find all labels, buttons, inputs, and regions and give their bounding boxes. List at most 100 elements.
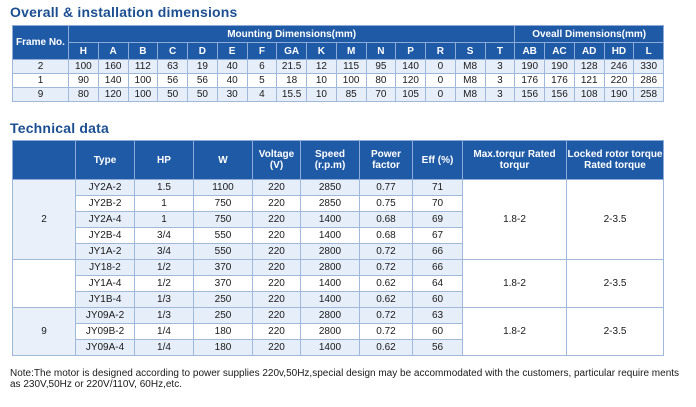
technical-cell: 0.62 [359, 339, 413, 356]
technical-cell: 63 [412, 307, 463, 324]
dimension-cell: 100 [127, 73, 159, 88]
locked-rotor-torque-header: Locked rotor torque Rated torque [566, 140, 664, 180]
technical-row: JY1A-2 3/4 550 220 2800 0.72 66 [13, 243, 664, 260]
dimension-row: 9 80 120 100 50 50 30 4 15.5 10 85 70 105 0 M8 3 156 156 1… [12, 87, 665, 102]
dimensions-section-title: Overall & installation dimensions [10, 4, 238, 20]
dimension-cell: M8 [454, 73, 486, 88]
dimension-cell: 0 [425, 87, 456, 102]
dimension-cell: 176 [544, 73, 575, 88]
technical-cell: 3/4 [134, 243, 194, 260]
technical-cell: 66 [412, 243, 463, 260]
eff-header: Eff (%) [412, 140, 463, 180]
max-torque-cell: 1.8-2 [462, 307, 567, 356]
technical-cell: 1400 [300, 275, 360, 292]
technical-cell: 1400 [300, 211, 360, 228]
dimension-cell: 15.5 [276, 87, 307, 102]
dimension-cell: 0 [425, 59, 456, 74]
technical-cell: 0.62 [359, 275, 413, 292]
dimension-cell: 70 [365, 87, 397, 102]
technical-cell: 60 [412, 323, 463, 340]
dimension-cell: 56 [157, 73, 188, 88]
dimension-cell: 30 [216, 87, 248, 102]
dimension-cell: 10 [306, 87, 337, 102]
dimension-cell: M8 [454, 59, 486, 74]
locked-rotor-torque-cell: 2-3.5 [566, 307, 664, 356]
frame-no-cell: 2 [12, 59, 69, 74]
dimension-column-header: B [127, 42, 159, 60]
technical-cell: 0.72 [359, 259, 413, 276]
w-header: W [193, 140, 253, 180]
technical-cell: 220 [252, 211, 301, 228]
dimension-cell: 112 [127, 59, 159, 74]
technical-cell: 1 [134, 211, 194, 228]
frame-group-cell [12, 259, 76, 308]
technical-cell: 0.72 [359, 243, 413, 260]
dimension-cell: 121 [573, 73, 605, 88]
technical-cell: 180 [193, 323, 253, 340]
locked-rotor-torque-cell: 2-3.5 [566, 179, 664, 260]
dimension-column-header: H [68, 42, 99, 60]
technical-cell: 220 [252, 227, 301, 244]
type-cell: JY1A-2 [75, 243, 135, 260]
dimension-column-header: L [633, 42, 665, 60]
dimension-cell: 176 [514, 73, 546, 88]
dimension-cell: 12 [306, 59, 337, 74]
technical-cell: 0.75 [359, 195, 413, 212]
technical-row: JY1A-4 1/2 370 220 1400 0.62 64 [13, 275, 664, 292]
technical-cell: 0.77 [359, 179, 413, 196]
technical-cell: 1400 [300, 227, 360, 244]
technical-cell: 750 [193, 211, 253, 228]
dimension-cell: M8 [454, 87, 486, 102]
dimension-cell: 50 [187, 87, 218, 102]
technical-cell: 370 [193, 275, 253, 292]
dimension-cell: 156 [514, 87, 546, 102]
technical-cell: 1400 [300, 339, 360, 356]
frame-no-header: Frame No. [12, 25, 69, 60]
type-cell: JY2A-2 [75, 179, 135, 196]
dimension-cell: 100 [335, 73, 367, 88]
dimension-cell: 100 [127, 87, 159, 102]
technical-cell: 250 [193, 307, 253, 324]
dimension-cell: 115 [335, 59, 367, 74]
dimension-cell: 56 [187, 73, 218, 88]
technical-cell: 64 [412, 275, 463, 292]
dimension-column-header: F [246, 42, 278, 60]
technical-cell: 220 [252, 243, 301, 260]
type-header: Type [75, 140, 135, 180]
dimension-cell: 100 [68, 59, 99, 74]
technical-row: 9 JY09A-2 1/3 250 220 2800 0.72 63 1.8-2 2-3.5 [12, 307, 664, 356]
type-cell: JY1B-4 [75, 291, 135, 308]
dimension-cell: 120 [97, 87, 129, 102]
dimension-cell: 246 [603, 59, 635, 74]
voltage-header: Voltage (V) [252, 140, 301, 180]
dimension-cell: 0 [425, 73, 456, 88]
dimension-column-header: D [187, 42, 218, 60]
technical-cell: 1/3 [134, 307, 194, 324]
dimension-column-header: R [425, 42, 456, 60]
technical-cell: 220 [252, 195, 301, 212]
technical-cell: 180 [193, 339, 253, 356]
dimension-cell: 3 [484, 73, 516, 88]
speed-header: Speed (r.p.m) [300, 140, 360, 180]
dimension-column-header: E [216, 42, 248, 60]
technical-cell: 0.72 [359, 307, 413, 324]
technical-cell: 550 [193, 243, 253, 260]
technical-data-table: Type HP W Voltage (V) Speed (r.p.m) Powe… [12, 140, 664, 356]
dimension-cell: 156 [544, 87, 575, 102]
dimension-column-header: A [97, 42, 129, 60]
dimension-cell: 3 [484, 59, 516, 74]
technical-row: JY09B-2 1/4 180 220 2800 0.72 60 [13, 323, 664, 340]
dimension-cell: 95 [365, 59, 397, 74]
technical-cell: 1/4 [134, 339, 194, 356]
type-cell: JY2A-4 [75, 211, 135, 228]
dimension-column-header: P [395, 42, 426, 60]
dimension-column-header: AC [544, 42, 575, 60]
technical-row: 2 JY2A-2 1.5 1100 220 2850 0.77 71 1.8-2 2-3.5 [12, 179, 664, 260]
dimension-cell: 18 [276, 73, 307, 88]
dimension-cell: 3 [484, 87, 516, 102]
technical-cell: 56 [412, 339, 463, 356]
max-torque-cell: 1.8-2 [462, 179, 567, 260]
type-cell: JY18-2 [75, 259, 135, 276]
technical-cell: 550 [193, 227, 253, 244]
technical-cell: 220 [252, 179, 301, 196]
